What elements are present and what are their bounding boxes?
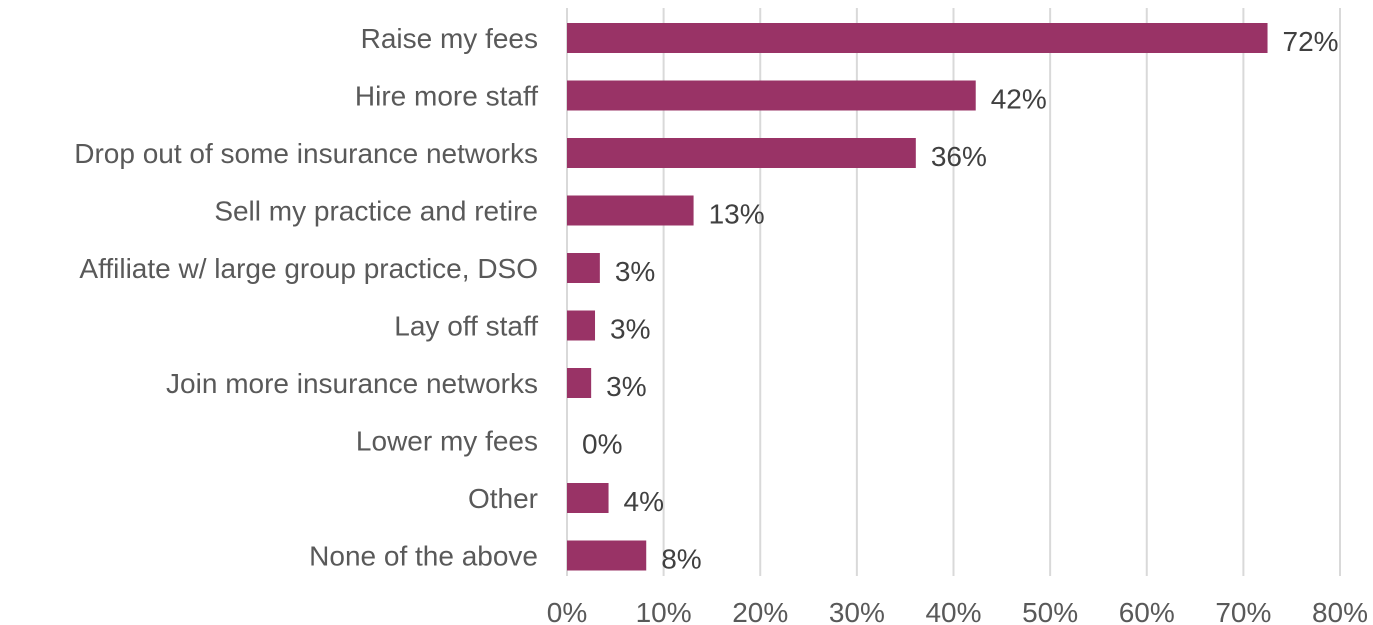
data-label: 8%	[661, 544, 701, 575]
category-label: Drop out of some insurance networks	[74, 138, 538, 169]
data-label: 42%	[991, 84, 1047, 115]
category-label: Affiliate w/ large group practice, DSO	[79, 253, 538, 284]
category-labels: Raise my fees Hire more staff Drop out of …	[74, 23, 538, 572]
x-tick-label: 0%	[547, 597, 587, 625]
bar	[567, 138, 916, 168]
data-label: 4%	[624, 486, 664, 517]
category-label: Sell my practice and retire	[214, 196, 538, 227]
x-tick-label: 30%	[829, 597, 885, 625]
data-labels: 72% 42%36% 13% 3% 3% 3% 0%4% 8%	[582, 26, 1339, 575]
category-label: Lower my fees	[356, 426, 538, 457]
bar	[567, 310, 596, 341]
data-label: 3%	[606, 371, 646, 402]
bar	[567, 368, 592, 398]
category-label: Lay off staff	[394, 311, 538, 342]
bar	[567, 195, 694, 226]
data-label: 0%	[582, 429, 622, 460]
bars	[567, 23, 1268, 571]
x-tick-label: 50%	[1022, 597, 1078, 625]
category-label: Raise my fees	[361, 23, 538, 54]
x-axis-ticks: 0% 10% 20% 30% 40% 50% 60% 70% 80%	[547, 597, 1368, 625]
bar	[567, 23, 1268, 53]
data-label: 36%	[931, 141, 987, 172]
data-label: 72%	[1283, 26, 1339, 57]
x-tick-label: 40%	[925, 597, 981, 625]
category-label: Other	[468, 483, 538, 514]
data-label: 3%	[610, 314, 650, 345]
x-tick-label: 60%	[1119, 597, 1175, 625]
data-label: 3%	[615, 256, 655, 287]
category-label: Join more insurance networks	[166, 368, 538, 399]
category-label: None of the above	[309, 541, 538, 572]
category-label: Hire more staff	[355, 81, 538, 112]
bar	[567, 483, 609, 513]
bar	[567, 80, 976, 111]
x-tick-label: 10%	[636, 597, 692, 625]
data-label: 13%	[709, 199, 765, 230]
bar	[567, 253, 600, 283]
x-tick-label: 80%	[1312, 597, 1368, 625]
x-tick-label: 20%	[732, 597, 788, 625]
bar	[567, 540, 647, 571]
x-tick-label: 70%	[1215, 597, 1271, 625]
